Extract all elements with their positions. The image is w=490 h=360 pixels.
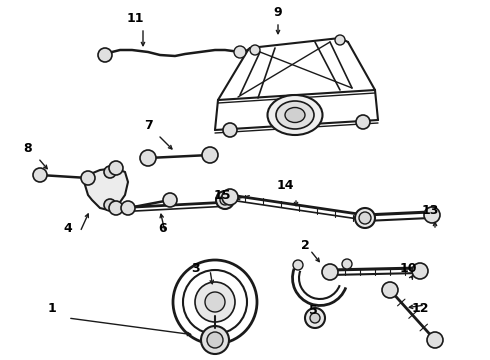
Circle shape [356, 115, 370, 129]
Circle shape [220, 195, 230, 205]
Circle shape [305, 308, 325, 328]
Circle shape [81, 171, 95, 185]
Circle shape [109, 161, 123, 175]
Circle shape [293, 260, 303, 270]
Circle shape [98, 48, 112, 62]
Ellipse shape [268, 95, 322, 135]
Text: 5: 5 [309, 303, 318, 316]
Circle shape [342, 259, 352, 269]
Circle shape [121, 201, 135, 215]
Text: 15: 15 [213, 189, 231, 202]
Circle shape [250, 45, 260, 55]
Circle shape [33, 168, 47, 182]
Circle shape [412, 263, 428, 279]
Text: 12: 12 [411, 302, 429, 315]
Circle shape [322, 264, 338, 280]
Circle shape [359, 212, 371, 224]
Circle shape [234, 46, 246, 58]
Circle shape [201, 326, 229, 354]
Circle shape [109, 201, 123, 215]
Circle shape [195, 282, 235, 322]
Ellipse shape [276, 101, 314, 129]
Circle shape [140, 150, 156, 166]
Circle shape [173, 260, 257, 344]
Circle shape [205, 292, 225, 312]
Text: 6: 6 [159, 221, 167, 234]
Polygon shape [84, 168, 128, 210]
Text: 8: 8 [24, 141, 32, 154]
Circle shape [104, 199, 116, 211]
Circle shape [355, 208, 375, 228]
Circle shape [216, 191, 234, 209]
Circle shape [223, 123, 237, 137]
Circle shape [310, 313, 320, 323]
Text: 14: 14 [276, 179, 294, 192]
Text: 1: 1 [48, 302, 56, 315]
Text: 10: 10 [399, 261, 417, 274]
Circle shape [335, 35, 345, 45]
Circle shape [104, 166, 116, 178]
Circle shape [183, 270, 247, 334]
Text: 7: 7 [144, 118, 152, 131]
Circle shape [427, 332, 443, 348]
Ellipse shape [285, 108, 305, 122]
Text: 2: 2 [301, 239, 309, 252]
Circle shape [207, 332, 223, 348]
Circle shape [424, 207, 440, 223]
Text: 11: 11 [126, 12, 144, 24]
Text: 4: 4 [64, 221, 73, 234]
Circle shape [382, 282, 398, 298]
Circle shape [163, 193, 177, 207]
Circle shape [222, 189, 238, 205]
Circle shape [202, 147, 218, 163]
Text: 9: 9 [274, 5, 282, 18]
Text: 3: 3 [191, 261, 199, 274]
Text: 13: 13 [421, 203, 439, 216]
